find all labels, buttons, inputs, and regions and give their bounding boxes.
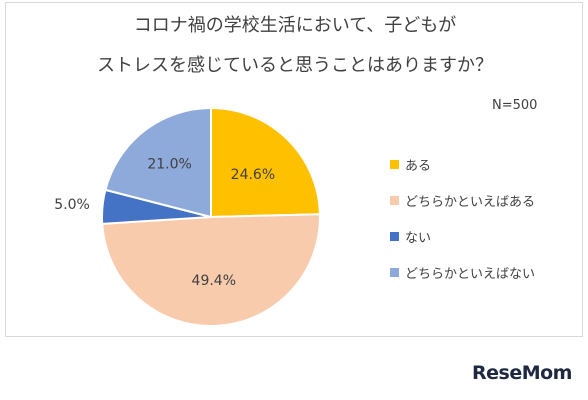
resemom-logo: ReseMom <box>472 362 572 384</box>
pie-slice <box>101 213 321 327</box>
legend-swatch <box>390 267 399 277</box>
legend-item: ない <box>390 225 575 247</box>
pie-slice <box>210 106 321 219</box>
legend-item: ある <box>390 153 575 175</box>
legend-label: ない <box>405 230 432 246</box>
legend-item: どちらかといえばない <box>390 261 575 283</box>
chart-legend: ある どちらかといえばある ない どちらかといえばない <box>390 153 575 297</box>
pie-chart: 24.6% 49.4% 5.0% 21.0% <box>54 106 321 327</box>
sample-size-label: N=500 <box>492 98 538 113</box>
legend-swatch <box>390 231 399 241</box>
chart-title-line1: コロナ禍の学校生活において、子どもが <box>133 15 457 36</box>
data-label: 5.0% <box>54 197 90 213</box>
legend-swatch <box>390 159 399 169</box>
data-label: 24.6% <box>231 167 275 183</box>
chart-title-line2: ストレスを感じていると思うことはありますか？ <box>97 55 493 76</box>
legend-swatch <box>390 195 399 205</box>
legend-label: どちらかといえばある <box>405 194 536 210</box>
data-label: 21.0% <box>147 157 191 173</box>
legend-item: どちらかといえばある <box>390 189 575 211</box>
chart-frame: コロナ禍の学校生活において、子どもが ストレスを感じていると思うことはありますか… <box>5 2 583 337</box>
legend-label: ある <box>405 158 432 174</box>
data-label: 49.4% <box>192 273 236 289</box>
pie-slice <box>104 106 212 219</box>
legend-label: どちらかといえばない <box>405 266 536 282</box>
